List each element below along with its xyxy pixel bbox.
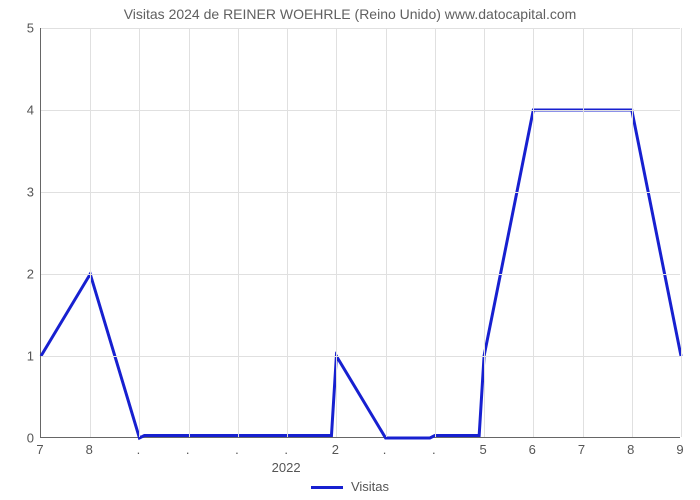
xtick-label: . [383,442,387,457]
gridline-v [533,28,534,437]
gridline-h [41,356,680,357]
line-svg [41,28,681,438]
gridline-h [41,110,680,111]
gridline-v [90,28,91,437]
xtick-label: 8 [627,442,634,457]
xtick-label: . [284,442,288,457]
gridline-v [336,28,337,437]
gridline-v [189,28,190,437]
ytick-label: 3 [0,185,34,200]
ytick-label: 4 [0,103,34,118]
chart-title: Visitas 2024 de REINER WOEHRLE (Reino Un… [0,6,700,22]
gridline-v [287,28,288,437]
xtick-label: 5 [479,442,486,457]
ytick-label: 5 [0,21,34,36]
gridline-v [386,28,387,437]
gridline-h [41,28,680,29]
xtick-label: 7 [36,442,43,457]
legend: Visitas [0,479,700,494]
ytick-label: 2 [0,267,34,282]
xtick-label: . [137,442,141,457]
legend-swatch [311,486,343,489]
xtick-label: . [432,442,436,457]
gridline-h [41,274,680,275]
xtick-label: 7 [578,442,585,457]
gridline-v [484,28,485,437]
gridline-v [139,28,140,437]
ytick-label: 0 [0,431,34,446]
gridline-v [238,28,239,437]
xtick-label: 8 [86,442,93,457]
gridline-v [681,28,682,437]
gridline-h [41,192,680,193]
gridline-v [632,28,633,437]
xtick-label: . [235,442,239,457]
chart-container: Visitas 2024 de REINER WOEHRLE (Reino Un… [0,0,700,500]
plot-area [40,28,680,438]
xtick-label: 6 [529,442,536,457]
gridline-v [435,28,436,437]
x-secondary-label: 2022 [272,460,301,475]
xtick-label: 2 [332,442,339,457]
legend-label: Visitas [351,479,389,494]
ytick-label: 1 [0,349,34,364]
xtick-label: . [186,442,190,457]
xtick-label: 9 [676,442,683,457]
gridline-v [583,28,584,437]
